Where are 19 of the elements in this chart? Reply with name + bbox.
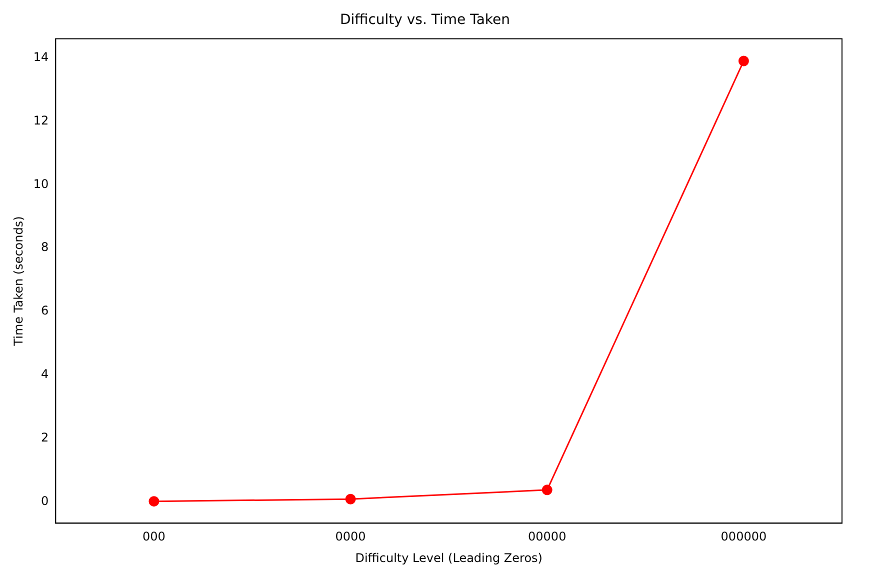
x-tick-label: 000 — [142, 530, 166, 544]
point — [345, 494, 356, 504]
point — [738, 56, 749, 66]
y-tick-label: 2 — [41, 430, 49, 444]
y-axis-title: Time Taken (seconds) — [11, 216, 26, 347]
y-tick-label: 0 — [41, 494, 49, 508]
x-tick-label: 000000 — [720, 530, 767, 544]
x-axis-title: Difficulty Level (Leading Zeros) — [355, 550, 542, 565]
y-tick-label: 6 — [41, 304, 49, 318]
point — [148, 496, 160, 507]
y-tick-label: 4 — [41, 366, 49, 381]
point — [542, 484, 552, 496]
y-tick-label: 14 — [33, 50, 49, 64]
x-tick-label: 0000 — [335, 530, 366, 544]
y-tick-label: 8 — [41, 240, 49, 254]
y-tick-label: 12 — [33, 113, 49, 128]
y-tick-label: 10 — [33, 176, 49, 191]
x-tick-label: 00000 — [528, 530, 566, 544]
chart-title: Difficulty vs. Time Taken — [340, 12, 510, 28]
